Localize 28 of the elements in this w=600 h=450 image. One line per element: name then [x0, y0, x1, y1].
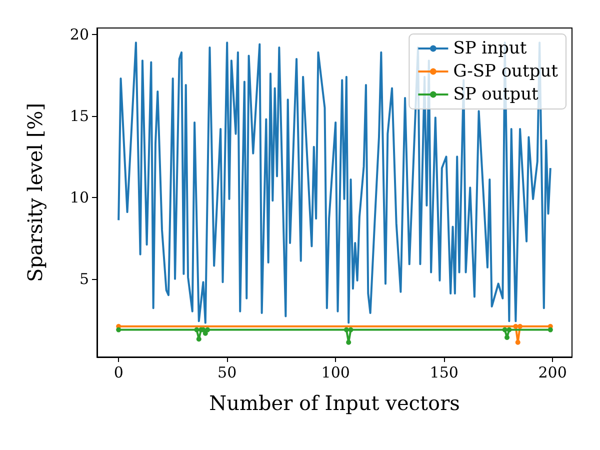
legend-label: SP input — [453, 38, 527, 58]
x-tick-label: 50 — [218, 364, 237, 382]
point — [502, 327, 508, 332]
point — [515, 340, 520, 345]
x-tick-label: 100 — [321, 364, 350, 382]
y-axis-title: Sparsity level [%] — [23, 102, 47, 282]
point — [202, 330, 208, 336]
y-tick-label: 15 — [70, 106, 89, 125]
point — [513, 324, 518, 329]
point — [348, 327, 354, 332]
x-tick-label: 0 — [114, 364, 124, 382]
point — [344, 327, 349, 332]
point — [506, 327, 512, 332]
legend-label: SP output — [453, 84, 539, 104]
point — [518, 324, 523, 329]
y-tick-label: 5 — [79, 270, 89, 288]
point — [196, 336, 202, 342]
point — [205, 327, 210, 332]
y-tick-label: 10 — [70, 188, 89, 206]
point — [194, 327, 200, 332]
y-tick-label: 20 — [70, 26, 89, 44]
point — [346, 340, 352, 345]
x-axis-title: Number of Input vectors — [209, 391, 460, 415]
point — [548, 327, 553, 332]
point — [116, 327, 122, 332]
legend-label: G-SP output — [453, 62, 558, 82]
x-tick-label: 150 — [430, 364, 458, 382]
x-tick-label: 200 — [538, 364, 567, 382]
